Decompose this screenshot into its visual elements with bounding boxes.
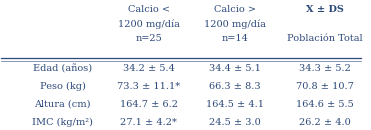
- Text: 164.6 ± 5.5: 164.6 ± 5.5: [296, 100, 354, 109]
- Text: 164.5 ± 4.1: 164.5 ± 4.1: [206, 100, 264, 109]
- Text: Calcio <: Calcio <: [128, 5, 170, 14]
- Text: 24.5 ± 3.0: 24.5 ± 3.0: [209, 118, 261, 127]
- Text: 1200 mg/día: 1200 mg/día: [204, 20, 266, 29]
- Text: IMC (kg/m²): IMC (kg/m²): [32, 118, 93, 127]
- Text: 70.8 ± 10.7: 70.8 ± 10.7: [296, 82, 354, 91]
- Text: X ± DS: X ± DS: [306, 5, 344, 14]
- Text: Calcio >: Calcio >: [214, 5, 256, 14]
- Text: 34.2 ± 5.4: 34.2 ± 5.4: [123, 64, 175, 73]
- Text: 34.4 ± 5.1: 34.4 ± 5.1: [209, 64, 261, 73]
- Text: 27.1 ± 4.2*: 27.1 ± 4.2*: [120, 118, 177, 127]
- Text: Altura (cm): Altura (cm): [34, 100, 91, 109]
- Text: n=14: n=14: [221, 34, 248, 43]
- Text: Edad (años): Edad (años): [33, 64, 92, 73]
- Text: 26.2 ± 4.0: 26.2 ± 4.0: [299, 118, 351, 127]
- Text: 164.7 ± 6.2: 164.7 ± 6.2: [119, 100, 178, 109]
- Text: Población Total: Población Total: [287, 34, 362, 43]
- Text: 34.3 ± 5.2: 34.3 ± 5.2: [299, 64, 351, 73]
- Text: 1200 mg/día: 1200 mg/día: [118, 20, 180, 29]
- Text: 73.3 ± 11.1*: 73.3 ± 11.1*: [117, 82, 180, 91]
- Text: 66.3 ± 8.3: 66.3 ± 8.3: [209, 82, 261, 91]
- Text: n=25: n=25: [135, 34, 162, 43]
- Text: Peso (kg): Peso (kg): [39, 82, 85, 91]
